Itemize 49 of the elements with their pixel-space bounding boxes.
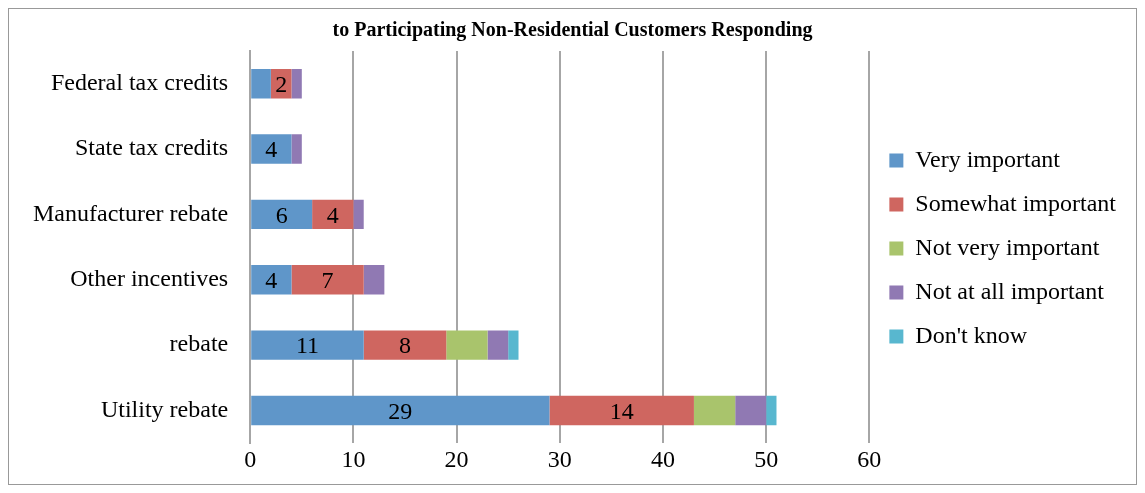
x-tick-label: 50	[754, 445, 779, 472]
data-label: 7	[321, 267, 334, 294]
legend-label: Very important	[915, 145, 1061, 172]
bar	[549, 395, 694, 426]
legend-label: Don't know	[915, 321, 1028, 348]
bar	[312, 199, 354, 230]
legend-label: Not very important	[915, 233, 1100, 260]
bar	[487, 330, 509, 360]
chart-title: to Participating Non-Residential Customers Responding	[332, 18, 813, 42]
y-tick-label: Utility rebate	[100, 395, 229, 422]
data-label: 4	[326, 201, 339, 228]
legend-label: Not at all important	[915, 277, 1105, 304]
data-label: 8	[399, 332, 411, 359]
x-tick-label: 60	[857, 445, 882, 472]
bar	[693, 395, 736, 426]
bar	[363, 330, 447, 360]
bar	[766, 395, 777, 426]
bar	[735, 395, 767, 426]
bar	[251, 199, 313, 230]
bar	[508, 330, 519, 360]
data-label: 29	[388, 397, 413, 424]
data-label: 4	[265, 136, 278, 163]
data-label: 14	[609, 397, 634, 424]
legend-label: Somewhat important	[915, 189, 1117, 216]
data-label: 6	[275, 201, 288, 228]
bar	[446, 330, 488, 360]
x-tick-label: 30	[547, 445, 572, 472]
data-label: 2	[275, 70, 288, 97]
x-tick-label: 10	[341, 445, 366, 472]
y-tick-label: Federal tax credits	[50, 68, 229, 95]
x-tick-label: 20	[444, 445, 469, 472]
data-label: 11	[295, 332, 320, 359]
y-tick-label: rebate	[169, 330, 229, 357]
x-tick-label: 0	[244, 445, 257, 472]
bar	[353, 199, 364, 230]
y-tick-label: Other incentives	[70, 265, 229, 292]
bar	[251, 265, 292, 295]
bar	[291, 134, 302, 164]
bar	[291, 265, 364, 295]
bar	[363, 265, 385, 295]
bar	[251, 68, 271, 99]
data-label: 4	[265, 267, 278, 294]
bar	[251, 330, 364, 360]
bar	[251, 134, 292, 164]
bar	[251, 395, 550, 426]
y-tick-label: State tax credits	[74, 134, 229, 161]
bar	[291, 68, 302, 99]
x-tick-label: 40	[650, 445, 675, 472]
y-tick-label: Manufacturer rebate	[32, 199, 229, 226]
